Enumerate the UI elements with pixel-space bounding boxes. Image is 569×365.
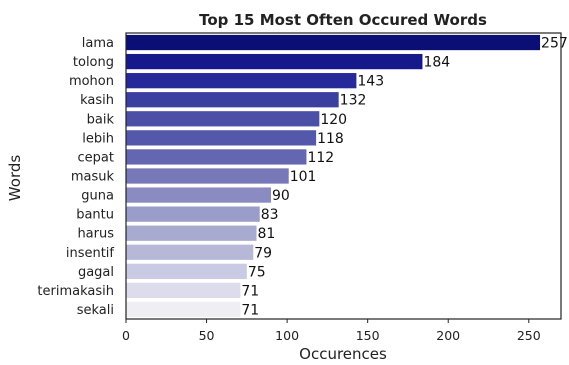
value-label-cepat: 112: [307, 150, 334, 166]
value-label-terimakasih: 71: [241, 283, 259, 299]
category-labels-group: lama tolong mohon kasih baik lebih cepat masuk g…: [37, 36, 114, 318]
x-ticks-group: 0 50 100 150 200 250: [122, 319, 541, 343]
bar-mohon: [126, 73, 357, 89]
x-tick-label-150: 150: [356, 328, 380, 343]
value-label-lebih: 118: [317, 131, 344, 147]
category-label-insentif: insentif: [66, 246, 115, 261]
category-label-baik: baik: [87, 112, 115, 127]
x-tick-label-200: 200: [436, 328, 460, 343]
y-axis-label: Words: [6, 155, 24, 202]
x-axis-label: Occurences: [299, 345, 387, 363]
category-label-kasih: kasih: [80, 93, 114, 108]
bar-sekali: [126, 301, 241, 318]
value-label-baik: 120: [320, 112, 347, 128]
value-label-gagal: 75: [248, 264, 266, 280]
bar-insentif: [126, 244, 254, 260]
value-label-bantu: 83: [261, 207, 279, 223]
category-label-gagal: gagal: [78, 265, 114, 280]
value-label-guna: 90: [272, 188, 290, 204]
bar-tolong: [126, 53, 423, 70]
value-label-tolong: 184: [423, 55, 450, 71]
value-label-masuk: 101: [290, 169, 317, 185]
category-label-sekali: sekali: [77, 303, 114, 318]
value-label-sekali: 71: [241, 302, 259, 318]
value-label-insentif: 79: [254, 245, 272, 261]
bar-guna: [126, 187, 271, 203]
x-tick-label-0: 0: [122, 328, 130, 343]
category-label-lama: lama: [82, 36, 114, 51]
value-label-lama: 257: [541, 36, 568, 52]
value-label-mohon: 143: [357, 74, 384, 90]
category-label-bantu: bantu: [76, 208, 114, 223]
bar-lama: [126, 34, 541, 51]
bar-bantu: [126, 206, 260, 222]
category-label-lebih: lebih: [82, 131, 114, 146]
bar-masuk: [126, 168, 289, 184]
plot-frame: [125, 32, 562, 320]
category-label-harus: harus: [77, 227, 114, 242]
chart-title: Top 15 Most Often Occured Words: [199, 11, 487, 29]
value-label-kasih: 132: [340, 93, 367, 109]
category-label-masuk: masuk: [71, 170, 115, 185]
x-tick-label-100: 100: [275, 328, 299, 343]
bar-cepat: [126, 149, 307, 165]
bar-gagal: [126, 263, 247, 279]
category-label-terimakasih: terimakasih: [37, 284, 114, 299]
x-tick-label-50: 50: [199, 328, 215, 343]
bars-group: [126, 34, 541, 318]
category-label-cepat: cepat: [78, 150, 114, 165]
value-label-harus: 81: [258, 226, 276, 242]
bar-kasih: [126, 92, 339, 108]
x-tick-label-250: 250: [517, 328, 541, 343]
bar-harus: [126, 225, 257, 241]
bar-lebih: [126, 130, 317, 146]
category-label-tolong: tolong: [73, 55, 114, 70]
category-label-mohon: mohon: [69, 74, 114, 89]
category-label-guna: guna: [81, 189, 114, 204]
bar-terimakasih: [126, 282, 241, 299]
bar-baik: [126, 111, 320, 127]
